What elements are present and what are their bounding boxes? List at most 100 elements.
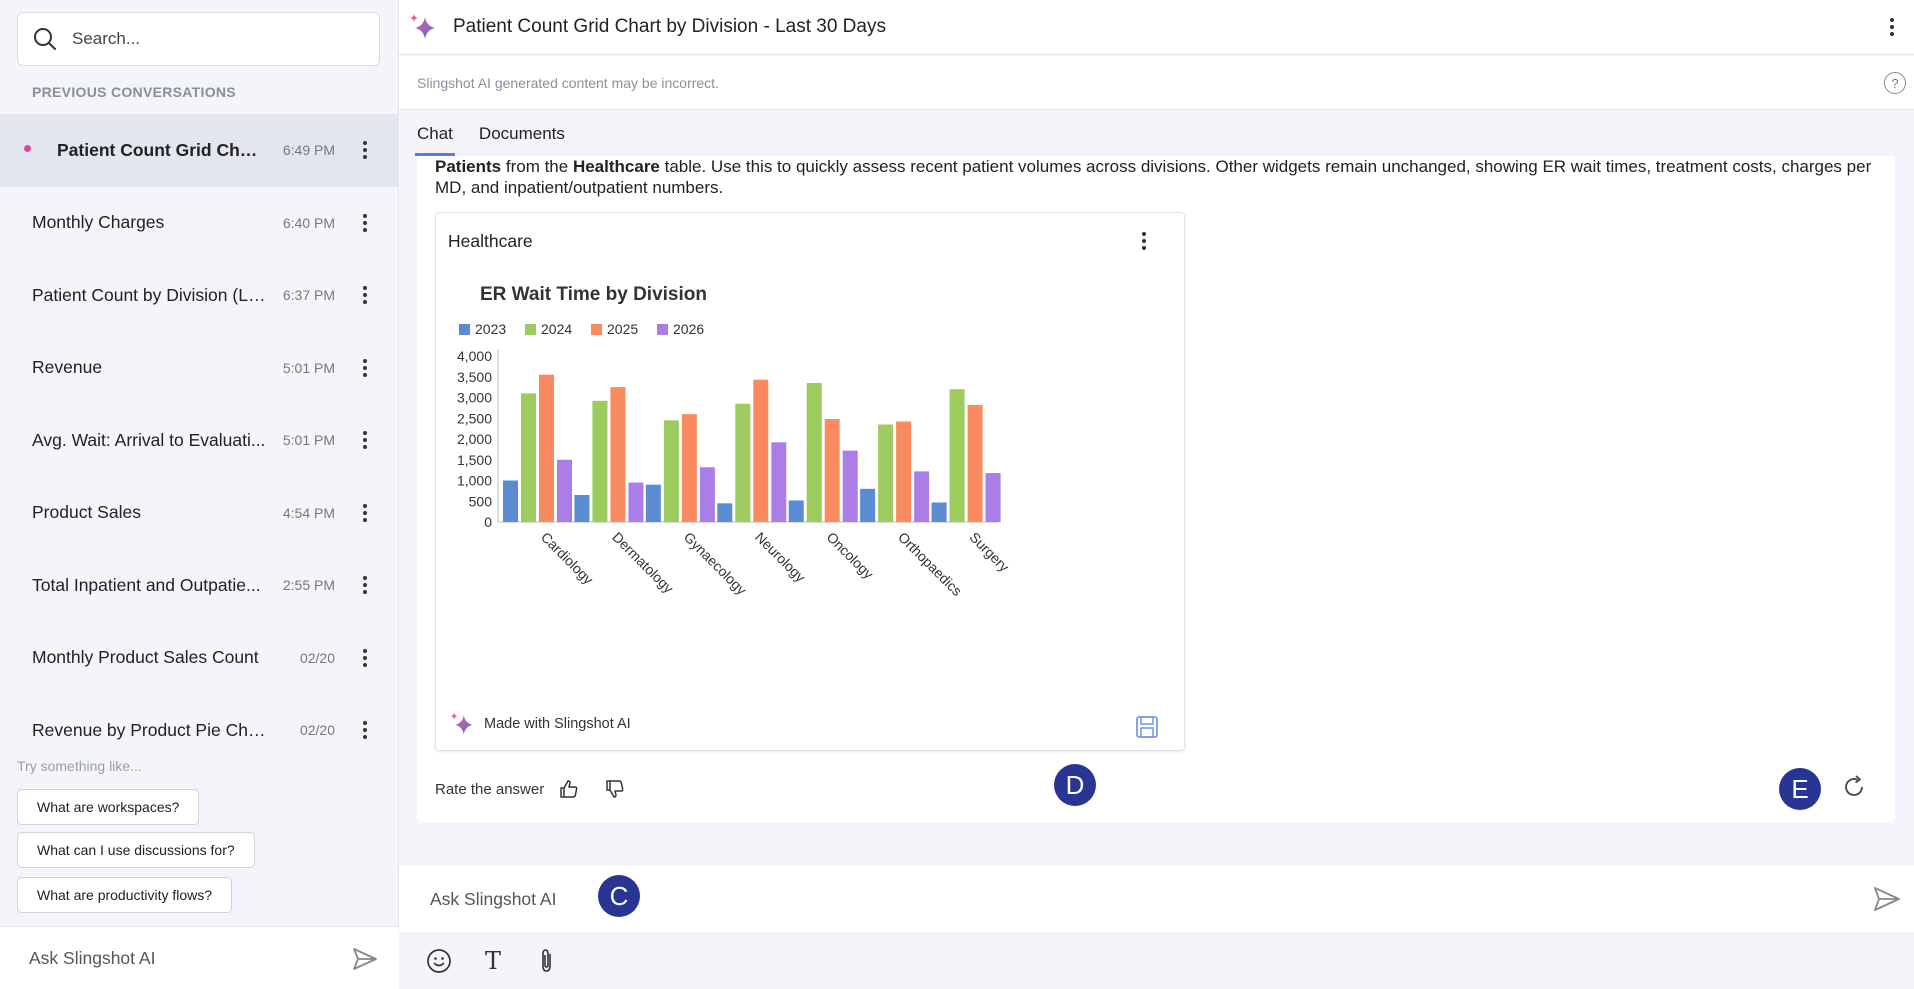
- more-options-icon[interactable]: [355, 501, 375, 525]
- y-tick-label: 4,000: [457, 348, 492, 364]
- bar: [592, 400, 608, 522]
- marker-c: C: [598, 875, 640, 917]
- legend-swatch: [459, 324, 470, 335]
- more-options-icon[interactable]: [355, 718, 375, 742]
- bar: [753, 379, 769, 522]
- conversation-item[interactable]: Avg. Wait: Arrival to Evaluati... 5:01 P…: [0, 404, 399, 477]
- more-options-icon[interactable]: [355, 283, 375, 307]
- thumbs-up-icon[interactable]: [558, 778, 580, 800]
- bar: [788, 500, 804, 522]
- more-options-icon[interactable]: [355, 356, 375, 380]
- conversation-item[interactable]: Revenue 5:01 PM: [0, 332, 399, 405]
- more-options-icon[interactable]: [355, 428, 375, 452]
- conversation-item[interactable]: Patient Count by Division (La... 6:37 PM: [0, 259, 399, 332]
- bar: [610, 387, 626, 522]
- y-tick-label: 500: [469, 493, 493, 509]
- legend-swatch: [591, 324, 602, 335]
- composer-toolbar: T: [399, 932, 1914, 989]
- conversation-title: Revenue by Product Pie Chart...: [32, 719, 272, 740]
- assistant-message: Patients from the Healthcare table. Use …: [435, 156, 1885, 198]
- suggestion-chip[interactable]: What are workspaces?: [17, 789, 200, 825]
- conversation-item[interactable]: Patient Count Grid Chart... 6:49 PM: [0, 114, 399, 187]
- conversation-time: 6:40 PM: [282, 214, 335, 231]
- sidebar: PREVIOUS CONVERSATIONS Patient Count Gri…: [0, 0, 399, 989]
- message-bold: Healthcare: [572, 157, 660, 176]
- tab-chat[interactable]: Chat: [415, 112, 455, 156]
- text-format-icon: T: [484, 946, 501, 975]
- bar: [717, 503, 733, 522]
- save-icon[interactable]: [1134, 714, 1160, 740]
- help-icon[interactable]: ?: [1884, 72, 1906, 94]
- suggestion-chip[interactable]: What are productivity flows?: [17, 877, 233, 913]
- chat-area: Patients from the Healthcare table. Use …: [417, 156, 1895, 822]
- main-panel: Patient Count Grid Chart by Division - L…: [399, 0, 1914, 989]
- emoji-button[interactable]: [425, 947, 453, 975]
- more-options-icon[interactable]: [355, 646, 375, 670]
- previous-conversations-label: PREVIOUS CONVERSATIONS: [32, 84, 236, 100]
- made-with-label: Made with Slingshot AI: [484, 716, 631, 732]
- bar: [806, 382, 822, 522]
- bar: [628, 482, 644, 522]
- conversation-item[interactable]: Product Sales 4:54 PM: [0, 477, 399, 550]
- send-icon[interactable]: [351, 945, 379, 973]
- message-composer[interactable]: Ask Slingshot AI: [399, 866, 1914, 932]
- conversation-time: 2:55 PM: [282, 577, 335, 594]
- bar: [985, 473, 1001, 522]
- send-icon[interactable]: [1872, 884, 1902, 914]
- legend-label: 2023: [475, 321, 506, 337]
- bar: [699, 467, 715, 522]
- conversation-title: Patient Count by Division (La...: [32, 284, 272, 305]
- bar: [539, 374, 554, 522]
- more-options-icon[interactable]: [1134, 229, 1154, 253]
- attach-button[interactable]: [533, 947, 561, 975]
- more-options-icon[interactable]: [355, 138, 375, 162]
- bar: [896, 421, 912, 522]
- more-options-icon[interactable]: [355, 573, 375, 597]
- bar: [735, 403, 751, 522]
- chart-legend: 2023 2024 2025 2026: [459, 321, 704, 337]
- rate-label: Rate the answer: [435, 780, 545, 798]
- conversation-time: 02/20: [299, 722, 335, 739]
- x-tick-label: Surgery: [966, 529, 1012, 575]
- more-options-icon[interactable]: [355, 211, 375, 235]
- more-options-icon[interactable]: [1882, 15, 1902, 39]
- y-tick-label: 1,000: [457, 473, 492, 489]
- text-format-button[interactable]: T: [479, 947, 507, 975]
- unread-dot: [24, 145, 31, 152]
- bar-chart: ER Wait Time by Division 2023 2024 2025 202…: [457, 284, 1013, 599]
- conversation-item[interactable]: Monthly Product Sales Count 02/20: [0, 622, 399, 695]
- chart-x-labels: Cardiology Dermatology Gynaecology Neurolog…: [538, 529, 1013, 599]
- search-input[interactable]: [72, 29, 352, 49]
- sparkle-icon: [450, 712, 473, 735]
- tab-bar: Chat Documents: [415, 112, 565, 156]
- y-tick-label: 1,500: [457, 452, 492, 468]
- emoji-icon: [427, 948, 451, 973]
- conversation-title: Avg. Wait: Arrival to Evaluati...: [32, 429, 266, 450]
- bar: [574, 495, 590, 522]
- chart-title: ER Wait Time by Division: [480, 284, 707, 305]
- bar: [681, 414, 697, 522]
- thumbs-down-icon[interactable]: [604, 778, 626, 800]
- bar: [503, 480, 518, 522]
- bar: [771, 442, 787, 522]
- bar: [860, 488, 876, 522]
- conversation-item[interactable]: Monthly Charges 6:40 PM: [0, 187, 399, 260]
- refresh-icon[interactable]: [1841, 774, 1867, 800]
- paperclip-icon: [542, 948, 551, 972]
- conversation-item[interactable]: Total Inpatient and Outpatie... 2:55 PM: [0, 549, 399, 622]
- message-bold: Patients: [435, 157, 502, 176]
- chart-card: Healthcare ER Wait Time by Division 2023…: [435, 212, 1185, 751]
- bar: [949, 389, 965, 522]
- tab-documents[interactable]: Documents: [478, 124, 565, 143]
- search-box[interactable]: [17, 12, 380, 66]
- bar: [878, 424, 894, 522]
- legend-swatch: [525, 324, 536, 335]
- bar: [967, 404, 983, 522]
- suggestion-chip[interactable]: What can I use discussions for?: [17, 832, 255, 868]
- conversation-item[interactable]: Revenue by Product Pie Chart... 02/20: [0, 694, 399, 744]
- sidebar-ask-input[interactable]: Ask Slingshot AI: [0, 926, 399, 989]
- conversation-title: Patient Count Grid Chart...: [57, 139, 263, 160]
- message-text: table. Use this to quickly assess recent…: [435, 157, 1872, 197]
- search-icon: [34, 28, 56, 50]
- conversation-time: 5:01 PM: [282, 359, 335, 376]
